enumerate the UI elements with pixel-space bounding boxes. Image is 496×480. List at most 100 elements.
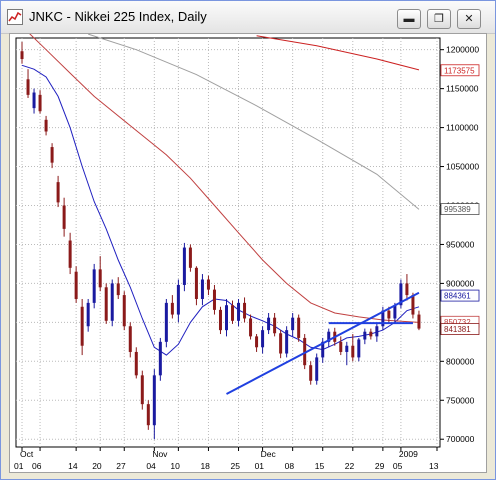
minimize-icon: ▬ (403, 13, 415, 25)
candle-body (128, 326, 132, 352)
candle (128, 322, 132, 358)
candle (56, 175, 60, 208)
x-day-label: 14 (68, 461, 78, 471)
candle-body (393, 305, 397, 319)
candle (20, 41, 24, 64)
candle-body (32, 92, 36, 109)
candle (399, 279, 403, 309)
candle-body (116, 283, 120, 296)
candle-body (50, 147, 54, 163)
x-day-label: 06 (32, 461, 42, 471)
candle-body (297, 317, 301, 338)
candle (405, 274, 409, 301)
candle (164, 298, 168, 348)
candle-body (291, 317, 295, 331)
candle (134, 347, 138, 379)
x-day-label: 18 (200, 461, 210, 471)
x-day-label: 25 (231, 461, 241, 471)
candle (291, 313, 295, 337)
candle-body (200, 279, 204, 299)
candle-body (249, 318, 253, 337)
candle (62, 197, 66, 237)
candle-body (176, 284, 180, 315)
candle (255, 334, 259, 352)
candle-body (182, 247, 186, 285)
title-bar[interactable]: JNKC - Nikkei 225 Index, Daily ▬ ❐ ✕ (1, 1, 495, 34)
candle (297, 314, 301, 342)
candle-body (279, 333, 283, 354)
y-tick-label: 1050000 (446, 162, 479, 172)
candle-body (80, 306, 84, 346)
candle-body (62, 205, 66, 229)
price-tag: 1173575 (440, 64, 480, 77)
price-tag-label: 884361 (444, 292, 471, 301)
candle-body (44, 119, 48, 132)
candle-body (261, 330, 265, 348)
price-tag-box (440, 289, 480, 302)
restore-button[interactable]: ❐ (427, 9, 451, 29)
x-day-label: 05 (393, 461, 403, 471)
x-day-label: 01 (14, 461, 24, 471)
price-tag-label: 1173575 (444, 66, 475, 75)
candle (98, 256, 102, 292)
candlestick-chart[interactable]: 7000007500008000008500009000009500001000… (10, 25, 486, 472)
candle (267, 313, 271, 335)
candle (206, 275, 210, 296)
price-tag: 995389 (440, 203, 480, 215)
candle-body (206, 279, 210, 290)
x-day-label: 29 (375, 461, 385, 471)
candle (321, 337, 325, 363)
price-tag: 884361 (440, 289, 480, 302)
candle-body (315, 357, 319, 381)
candle-body (243, 302, 247, 319)
y-tick-label: 1100000 (446, 123, 479, 133)
chart-panel[interactable]: 7000007500008000008500009000009500001000… (9, 25, 487, 473)
candle-body (26, 79, 30, 95)
y-tick-label: 900000 (446, 278, 475, 288)
candle (243, 297, 247, 323)
candle (351, 334, 355, 362)
price-tag-box (440, 323, 480, 335)
candle (32, 88, 36, 114)
candle-body (158, 341, 162, 376)
price-tag-label: 850732 (444, 318, 471, 327)
candle (357, 337, 361, 362)
candle (417, 310, 421, 331)
y-tick-label: 800000 (446, 356, 475, 366)
candle (237, 298, 241, 327)
candle-body (104, 287, 108, 321)
candle (86, 298, 90, 332)
minimize-button[interactable]: ▬ (397, 9, 421, 29)
candle (44, 115, 48, 136)
x-month-label: Dec (261, 449, 277, 459)
price-tag-box (440, 203, 480, 215)
candle (158, 337, 162, 381)
candle-body (212, 289, 216, 310)
candle (170, 295, 174, 319)
candle (345, 341, 349, 366)
y-tick-label: 950000 (446, 239, 475, 249)
x-month-label: Oct (20, 449, 34, 459)
candle-body (170, 302, 174, 315)
candle-body (92, 269, 96, 303)
moving-average-line (88, 33, 420, 210)
candle (261, 326, 265, 354)
candle (339, 336, 343, 356)
x-day-label: 22 (345, 461, 355, 471)
candle-body (351, 345, 355, 358)
moving-average-line (21, 25, 420, 323)
candle-body (405, 283, 409, 296)
plot-area (15, 37, 441, 448)
candle (218, 306, 222, 335)
candle-body (194, 267, 198, 299)
x-day-label: 27 (116, 461, 126, 471)
candle-body (110, 283, 114, 321)
candle (273, 313, 277, 337)
restore-icon: ❐ (434, 13, 444, 25)
chart-app-icon (7, 9, 23, 25)
candle (231, 300, 235, 324)
close-button[interactable]: ✕ (457, 9, 481, 29)
candle (327, 328, 331, 348)
candle-body (273, 317, 277, 334)
